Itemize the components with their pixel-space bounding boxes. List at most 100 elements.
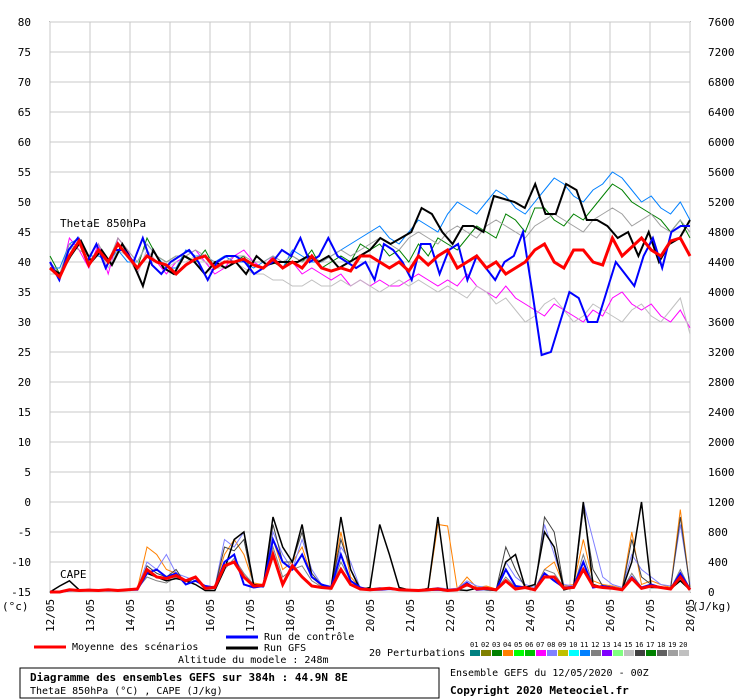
pert-number: 11	[580, 641, 588, 649]
right-tick-label: 7600	[708, 16, 735, 29]
date-label: 19/05	[324, 599, 337, 632]
thetae-gfs-line	[49, 181, 691, 289]
right-tick-label: 400	[708, 556, 728, 569]
left-tick-label: 25	[18, 346, 31, 359]
date-label: 16/05	[204, 599, 217, 632]
pert-swatch	[624, 650, 634, 656]
pert-number: 07	[536, 641, 544, 649]
left-tick-label: -10	[11, 556, 31, 569]
left-tick-label: 55	[18, 166, 31, 179]
date-label: 12/05	[44, 599, 57, 632]
left-tick-label: 20	[18, 376, 31, 389]
right-tick-label: 6800	[708, 76, 735, 89]
left-tick-label: 70	[18, 76, 31, 89]
footer-title: Diagramme des ensembles GEFS sur 384h : …	[30, 671, 348, 684]
date-label: 23/05	[484, 599, 497, 632]
right-tick-label: 6400	[708, 106, 735, 119]
date-label: 28/05	[684, 599, 697, 632]
left-tick-label: 50	[18, 196, 31, 209]
pert-number: 19	[668, 641, 676, 649]
pert-number: 15	[624, 641, 632, 649]
pert-number: 20	[679, 641, 687, 649]
pert-swatch	[536, 650, 546, 656]
pert-number: 09	[558, 641, 566, 649]
footer-run-info: Ensemble GEFS du 12/05/2020 - 00Z	[450, 668, 649, 679]
altitude-label: Altitude du modele : 248m	[178, 655, 329, 666]
right-axis-ticks: 0 400 800 1200 1600 2000 2400 2800 3200 3600 4000 4…	[708, 16, 735, 599]
pert-swatch	[547, 650, 557, 656]
cape-mean-line	[50, 549, 692, 594]
pert-swatch	[569, 650, 579, 656]
pert-number: 18	[657, 641, 665, 649]
pert-swatch	[514, 650, 524, 656]
legend-gfs-label: Run GFS	[264, 643, 306, 654]
pert-number: 14	[613, 641, 621, 649]
right-tick-label: 2400	[708, 406, 735, 419]
chart-grid	[49, 21, 691, 593]
pert-swatch	[602, 650, 612, 656]
left-tick-label: 30	[18, 316, 31, 329]
pert-swatch	[679, 650, 689, 656]
pert-swatch	[525, 650, 535, 656]
legend-pert-label: 20 Perturbations	[369, 648, 465, 659]
pert-swatch	[558, 650, 568, 656]
pert-swatch	[657, 650, 667, 656]
date-label: 14/05	[124, 599, 137, 632]
right-tick-label: 800	[708, 526, 728, 539]
pert-number: 17	[646, 641, 654, 649]
perturbation-swatches: 01 02 03 04 05 06 07 08 09 10 11 12 13 14 15 16 17 18 19 20	[470, 641, 689, 656]
pert-number: 01	[470, 641, 478, 649]
pert-swatch	[470, 650, 480, 656]
pert-number: 08	[547, 641, 555, 649]
left-axis-ticks: -15 -10 -5 0 5 10 15 20 25 30 35 40 45 50 55 60 65 70 75 80	[11, 16, 31, 599]
left-tick-label: 75	[18, 46, 31, 59]
right-tick-label: 3200	[708, 346, 735, 359]
legend: Moyenne des scénarios Run de contrôle Ru…	[34, 631, 689, 666]
legend-control-label: Run de contrôle	[264, 631, 354, 643]
x-axis-date-labels: 12/05 13/05 14/05 15/05 16/05 17/05 18/05 19/05…	[44, 599, 697, 632]
left-tick-label: 0	[24, 496, 31, 509]
pert-swatch	[503, 650, 513, 656]
date-label: 17/05	[244, 599, 257, 632]
date-label: 21/05	[404, 599, 417, 632]
pert-swatch	[580, 650, 590, 656]
date-label: 26/05	[604, 599, 617, 632]
left-tick-label: 45	[18, 226, 31, 239]
date-label: 27/05	[644, 599, 657, 632]
right-tick-label: 0	[708, 586, 715, 599]
left-tick-label: -5	[18, 526, 31, 539]
date-label: 13/05	[84, 599, 97, 632]
footer-copyright: Copyright 2020 Meteociel.fr	[450, 684, 629, 697]
right-tick-label: 2800	[708, 376, 735, 389]
pert-swatch	[613, 650, 623, 656]
pert-swatch	[668, 650, 678, 656]
pert-swatch	[635, 650, 645, 656]
right-tick-label: 6000	[708, 136, 735, 149]
pert-swatch	[591, 650, 601, 656]
pert-number: 04	[503, 641, 511, 649]
date-label: 25/05	[564, 599, 577, 632]
right-tick-label: 4800	[708, 226, 735, 239]
legend-mean-label: Moyenne des scénarios	[72, 641, 198, 653]
pert-number: 12	[591, 641, 599, 649]
thetae-mean-line	[48, 234, 692, 280]
cape-label: CAPE	[60, 568, 87, 581]
footer-title-box	[19, 667, 440, 699]
thetae-control-line	[49, 225, 690, 357]
pert-number: 05	[514, 641, 522, 649]
left-tick-label: 40	[18, 256, 31, 269]
left-tick-label: 35	[18, 286, 31, 299]
right-tick-label: 7200	[708, 46, 735, 59]
left-tick-label: 80	[18, 16, 31, 29]
left-tick-label: 5	[24, 466, 31, 479]
left-axis-unit: (°c)	[2, 600, 29, 613]
left-tick-label: 60	[18, 136, 31, 149]
pert-swatch	[492, 650, 502, 656]
pert-number: 10	[569, 641, 577, 649]
right-tick-label: 1200	[708, 496, 735, 509]
thetae-label: ThetaE 850hPa	[60, 217, 146, 230]
right-tick-label: 2000	[708, 436, 735, 449]
right-tick-label: 3600	[708, 316, 735, 329]
left-tick-label: 15	[18, 406, 31, 419]
